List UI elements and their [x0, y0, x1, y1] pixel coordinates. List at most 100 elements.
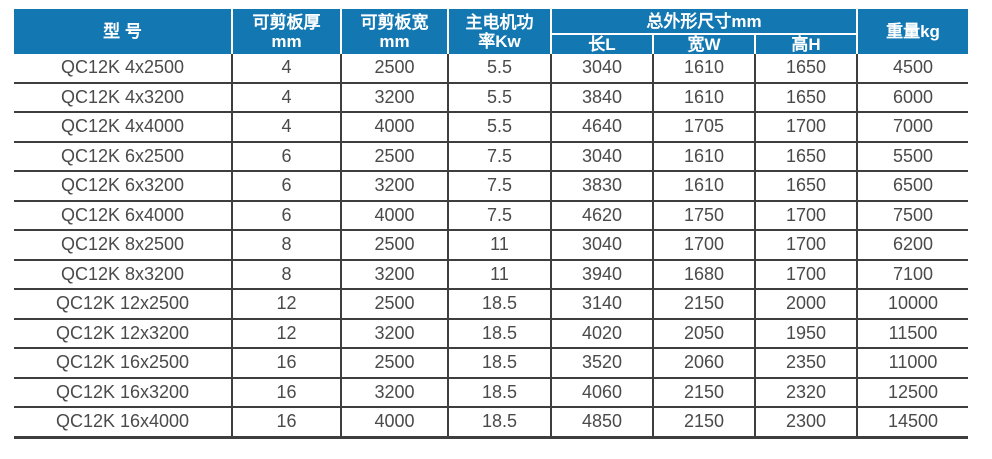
weight-cell: 6500	[856, 171, 968, 202]
motor-power-cell: 18.5	[447, 318, 551, 349]
weight-cell: 7100	[856, 259, 968, 290]
plate-thickness-cell: 16	[231, 377, 341, 408]
weight-cell: 6000	[856, 82, 968, 113]
model-cell: QC12K 12x3200	[14, 318, 232, 349]
height-cell: 1650	[754, 141, 857, 172]
plate-width-cell: 2500	[340, 54, 448, 84]
plate-thickness-cell: 8	[231, 259, 341, 290]
motor-power-cell: 7.5	[447, 171, 551, 202]
weight-cell: 5500	[856, 141, 968, 172]
width-cell: 1610	[652, 82, 755, 113]
motor-power-cell: 11	[447, 230, 551, 261]
length-cell: 3040	[550, 54, 653, 84]
table-row: QC12K 4x3200 4 3200 5.5 3840 1610 1650 6000	[14, 82, 968, 113]
plate-width-cell: 4000	[340, 112, 448, 143]
motor-power-cell: 5.5	[447, 54, 551, 84]
width-cell: 1610	[652, 54, 755, 84]
table-body: QC12K 4x2500 4 2500 5.5 3040 1610 1650 4500 QC12…	[14, 54, 968, 439]
width-cell: 1610	[652, 141, 755, 172]
width-cell: 2150	[652, 407, 755, 439]
column-header-height: 高H	[754, 33, 857, 54]
motor-power-cell: 7.5	[447, 200, 551, 231]
table-row: QC12K 12x2500 12 2500 18.5 3140 2150 2000 10000	[14, 289, 968, 320]
header-row-main: 型 号 可剪板厚 mm 可剪板宽 mm 主电机功 率Kw 总外形尺寸mm 重量k…	[14, 9, 968, 54]
length-cell: 3840	[550, 82, 653, 113]
table-header: 型 号 可剪板厚 mm 可剪板宽 mm 主电机功 率Kw 总外形尺寸mm 重量k…	[14, 9, 968, 54]
model-cell: QC12K 16x2500	[14, 348, 232, 379]
length-cell: 3520	[550, 348, 653, 379]
length-cell: 4060	[550, 377, 653, 408]
width-cell: 2060	[652, 348, 755, 379]
height-cell: 1650	[754, 54, 857, 84]
table-row: QC12K 16x4000 16 4000 18.5 4850 2150 2300 14500	[14, 407, 968, 439]
column-header-length: 长L	[550, 33, 653, 54]
height-cell: 1700	[754, 259, 857, 290]
width-cell: 2050	[652, 318, 755, 349]
width-cell: 1610	[652, 171, 755, 202]
table-row: QC12K 16x3200 16 3200 18.5 4060 2150 2320 12500	[14, 377, 968, 408]
plate-width-cell: 3200	[340, 377, 448, 408]
width-cell: 1680	[652, 259, 755, 290]
plate-thickness-cell: 4	[231, 82, 341, 113]
height-cell: 1650	[754, 171, 857, 202]
plate-width-cell: 4000	[340, 200, 448, 231]
width-cell: 2150	[652, 377, 755, 408]
plate-thickness-cell: 6	[231, 141, 341, 172]
weight-cell: 10000	[856, 289, 968, 320]
table-row: QC12K 12x3200 12 3200 18.5 4020 2050 1950 11500	[14, 318, 968, 349]
width-cell: 1750	[652, 200, 755, 231]
weight-cell: 12500	[856, 377, 968, 408]
column-header-weight: 重量kg	[856, 9, 968, 54]
weight-cell: 4500	[856, 54, 968, 84]
model-cell: QC12K 6x3200	[14, 171, 232, 202]
model-cell: QC12K 6x2500	[14, 141, 232, 172]
model-cell: QC12K 4x3200	[14, 82, 232, 113]
plate-thickness-cell: 4	[231, 54, 341, 84]
height-cell: 1700	[754, 230, 857, 261]
plate-thickness-cell: 12	[231, 289, 341, 320]
model-cell: QC12K 8x3200	[14, 259, 232, 290]
weight-cell: 6200	[856, 230, 968, 261]
plate-width-cell: 2500	[340, 289, 448, 320]
table-row: QC12K 6x4000 6 4000 7.5 4620 1750 1700 7500	[14, 200, 968, 231]
plate-thickness-cell: 12	[231, 318, 341, 349]
plate-thickness-cell: 16	[231, 407, 341, 439]
plate-width-cell: 3200	[340, 318, 448, 349]
model-cell: QC12K 8x2500	[14, 230, 232, 261]
header-row-sub: 长L 宽W 高H	[14, 33, 968, 54]
plate-width-cell: 3200	[340, 259, 448, 290]
column-header-plate-thickness: 可剪板厚 mm	[231, 9, 341, 54]
model-cell: QC12K 4x2500	[14, 54, 232, 84]
height-cell: 1700	[754, 200, 857, 231]
length-cell: 3140	[550, 289, 653, 320]
table-row: QC12K 4x2500 4 2500 5.5 3040 1610 1650 4500	[14, 54, 968, 84]
weight-cell: 14500	[856, 407, 968, 439]
table-row: QC12K 8x3200 8 3200 11 3940 1680 1700 7100	[14, 259, 968, 290]
motor-power-cell: 18.5	[447, 377, 551, 408]
weight-cell: 11500	[856, 318, 968, 349]
motor-power-cell: 5.5	[447, 112, 551, 143]
length-cell: 3040	[550, 230, 653, 261]
height-cell: 2300	[754, 407, 857, 439]
table-row: QC12K 6x3200 6 3200 7.5 3830 1610 1650 6500	[14, 171, 968, 202]
machine-spec-table: 型 号 可剪板厚 mm 可剪板宽 mm 主电机功 率Kw 总外形尺寸mm 重量k…	[14, 9, 968, 439]
motor-power-cell: 18.5	[447, 348, 551, 379]
length-cell: 3940	[550, 259, 653, 290]
column-header-overall-dimensions: 总外形尺寸mm	[550, 9, 857, 34]
length-cell: 4640	[550, 112, 653, 143]
table-row: QC12K 6x2500 6 2500 7.5 3040 1610 1650 5500	[14, 141, 968, 172]
model-cell: QC12K 16x3200	[14, 377, 232, 408]
weight-cell: 7000	[856, 112, 968, 143]
plate-thickness-cell: 8	[231, 230, 341, 261]
plate-width-cell: 2500	[340, 141, 448, 172]
plate-width-cell: 3200	[340, 82, 448, 113]
length-cell: 4020	[550, 318, 653, 349]
model-cell: QC12K 16x4000	[14, 407, 232, 439]
plate-thickness-cell: 6	[231, 200, 341, 231]
weight-cell: 11000	[856, 348, 968, 379]
plate-width-cell: 3200	[340, 171, 448, 202]
plate-thickness-cell: 4	[231, 112, 341, 143]
height-cell: 1650	[754, 82, 857, 113]
table-row: QC12K 16x2500 16 2500 18.5 3520 2060 2350 11000	[14, 348, 968, 379]
length-cell: 3830	[550, 171, 653, 202]
